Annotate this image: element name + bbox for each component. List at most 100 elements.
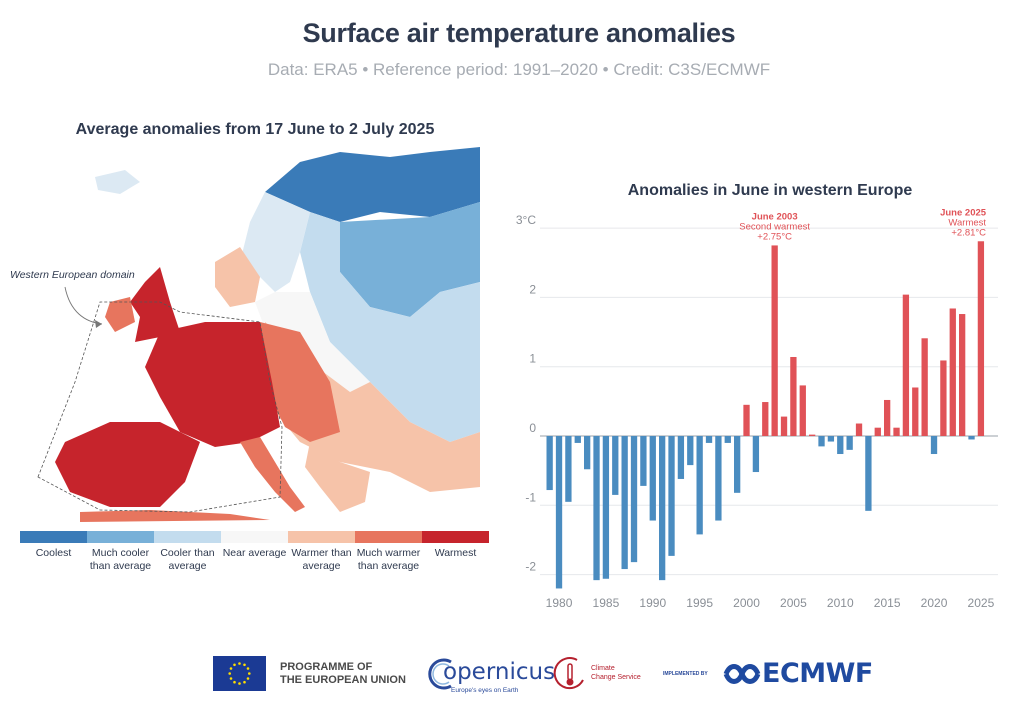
bar-2004 [780, 416, 788, 436]
legend-item-warmest: Warmest [422, 531, 489, 560]
y-tick-label: 2 [529, 282, 536, 296]
map-region-norway-warm [215, 247, 260, 307]
bar-1987 [621, 436, 628, 570]
annotation-2025-line-3: +2.81°C [951, 227, 986, 238]
bar-2009 [827, 436, 835, 442]
bar-2012 [855, 423, 863, 436]
legend-label: Warmest [434, 547, 477, 559]
map-region-coolest-north [265, 147, 480, 222]
chart-title: Anomalies in June in western Europe [627, 182, 913, 199]
bar-2014 [874, 427, 881, 436]
legend-label: Warmer than average [291, 547, 352, 572]
legend-item-near-average: Near average [221, 531, 288, 560]
legend-label: Coolest [35, 547, 72, 559]
eu-flag-icon [213, 656, 266, 691]
map-region-cooler-east [300, 212, 480, 442]
footer-logos: PROGRAMME OF THE EUROPEAN UNION opernicu… [0, 650, 1024, 700]
bar-2016 [893, 427, 900, 436]
legend-swatch-near-average [221, 531, 288, 543]
bar-2000 [743, 404, 750, 436]
bar-1984 [593, 436, 600, 581]
annotation-2025-line-1: June 2025 [940, 207, 987, 218]
bar-1993 [677, 436, 685, 479]
legend-label: Cooler than average [160, 547, 215, 572]
bar-2007 [809, 434, 816, 436]
map-region-ireland [105, 297, 135, 332]
bar-1983 [584, 436, 591, 470]
bar-1980 [555, 436, 563, 589]
map-region-north-africa [80, 510, 270, 522]
y-tick-label: -2 [525, 560, 536, 574]
eu-programme-text: PROGRAMME OF THE EUROPEAN UNION [280, 661, 406, 687]
western-domain-label: Western European domain [10, 269, 135, 281]
map-region-balkans [305, 442, 370, 512]
legend-item-much-warmer: Much warmer than average [355, 531, 422, 573]
x-tick-label: 1980 [546, 596, 573, 610]
bar-2015 [884, 399, 891, 436]
map-region-france-warmest [145, 322, 280, 447]
legend-label: Much warmer than average [356, 547, 421, 572]
c3s-line-1: Climate [591, 665, 615, 672]
x-tick-label: 1990 [639, 596, 666, 610]
y-tick-label: 3°C [516, 213, 536, 227]
chart-bars [546, 241, 985, 589]
map-region-iceland [95, 170, 140, 194]
y-tick-label: -1 [525, 490, 536, 504]
map-region-scandinavia [240, 192, 310, 292]
page-title: Surface air temperature anomalies [302, 18, 736, 48]
bar-2013 [865, 436, 872, 511]
map-region-much-cooler-east [340, 202, 480, 317]
ecmwf-wordmark: ECMWF [762, 658, 873, 689]
c3s-line-2: Change Service [591, 674, 641, 681]
x-tick-label: 2025 [968, 596, 995, 610]
legend-item-much-cooler: Much cooler than average [87, 531, 154, 573]
bar-1994 [687, 436, 694, 466]
june-anomaly-bar-chart: 3°C 2 1 0 -1 -2 1980 1985 1990 1995 2000 2005 2010 20… [516, 207, 998, 610]
copernicus-tagline: Europe's eyes on Earth [451, 687, 519, 694]
legend-swatch-much-warmer [355, 531, 422, 543]
copernicus-wordmark: opernicus [443, 659, 556, 685]
bar-2025 [977, 241, 985, 436]
bar-1998 [724, 436, 731, 443]
ecmwf-swirl-icon [723, 664, 761, 684]
bar-2023 [959, 314, 966, 436]
western-domain-arrowhead-icon [95, 320, 102, 328]
bar-2021 [940, 360, 947, 436]
c3s-logo: Climate Change Service [553, 654, 643, 694]
eu-line-1: PROGRAMME OF [280, 661, 373, 673]
bar-2011 [846, 436, 853, 450]
y-tick-label: 0 [529, 421, 536, 435]
page-subtitle: Data: ERA5 • Reference period: 1991–2020… [267, 60, 771, 79]
annotation-2003-line-2: Second warmest [739, 221, 810, 232]
bar-1996 [705, 436, 713, 443]
bar-2019 [921, 338, 928, 436]
bar-1988 [630, 436, 638, 563]
bar-2005 [790, 356, 797, 436]
bar-1995 [696, 436, 703, 535]
x-tick-label: 2010 [827, 596, 854, 610]
bar-1997 [715, 436, 722, 521]
x-tick-label: 2015 [874, 596, 901, 610]
legend-swatch-coolest [20, 531, 87, 543]
x-tick-label: 1985 [593, 596, 620, 610]
c3s-thermometer-icon [553, 657, 584, 690]
bar-2020 [930, 436, 938, 455]
bar-2003 [771, 245, 778, 436]
annotation-2025-line-2: Warmest [948, 217, 986, 228]
bar-1979 [546, 436, 553, 491]
legend-swatch-cooler [154, 531, 221, 543]
x-tick-label: 2000 [733, 596, 760, 610]
bar-2018 [912, 387, 919, 436]
legend-item-cooler: Cooler than average [154, 531, 221, 573]
legend-swatch-warmer [288, 531, 355, 543]
bar-2002 [762, 402, 769, 436]
eu-line-2: THE EUROPEAN UNION [280, 674, 406, 686]
legend-swatch-warmest [422, 531, 489, 543]
annotation-2003-line-3: +2.75°C [757, 231, 792, 242]
copernicus-c-icon [428, 658, 452, 690]
map-region-italy [240, 437, 305, 512]
map-legend: Coolest Much cooler than average Cooler … [20, 531, 490, 577]
y-tick-label: 1 [529, 352, 536, 366]
copernicus-logo: opernicus Europe's eyes on Earth [425, 654, 555, 694]
bar-1985 [602, 436, 610, 579]
